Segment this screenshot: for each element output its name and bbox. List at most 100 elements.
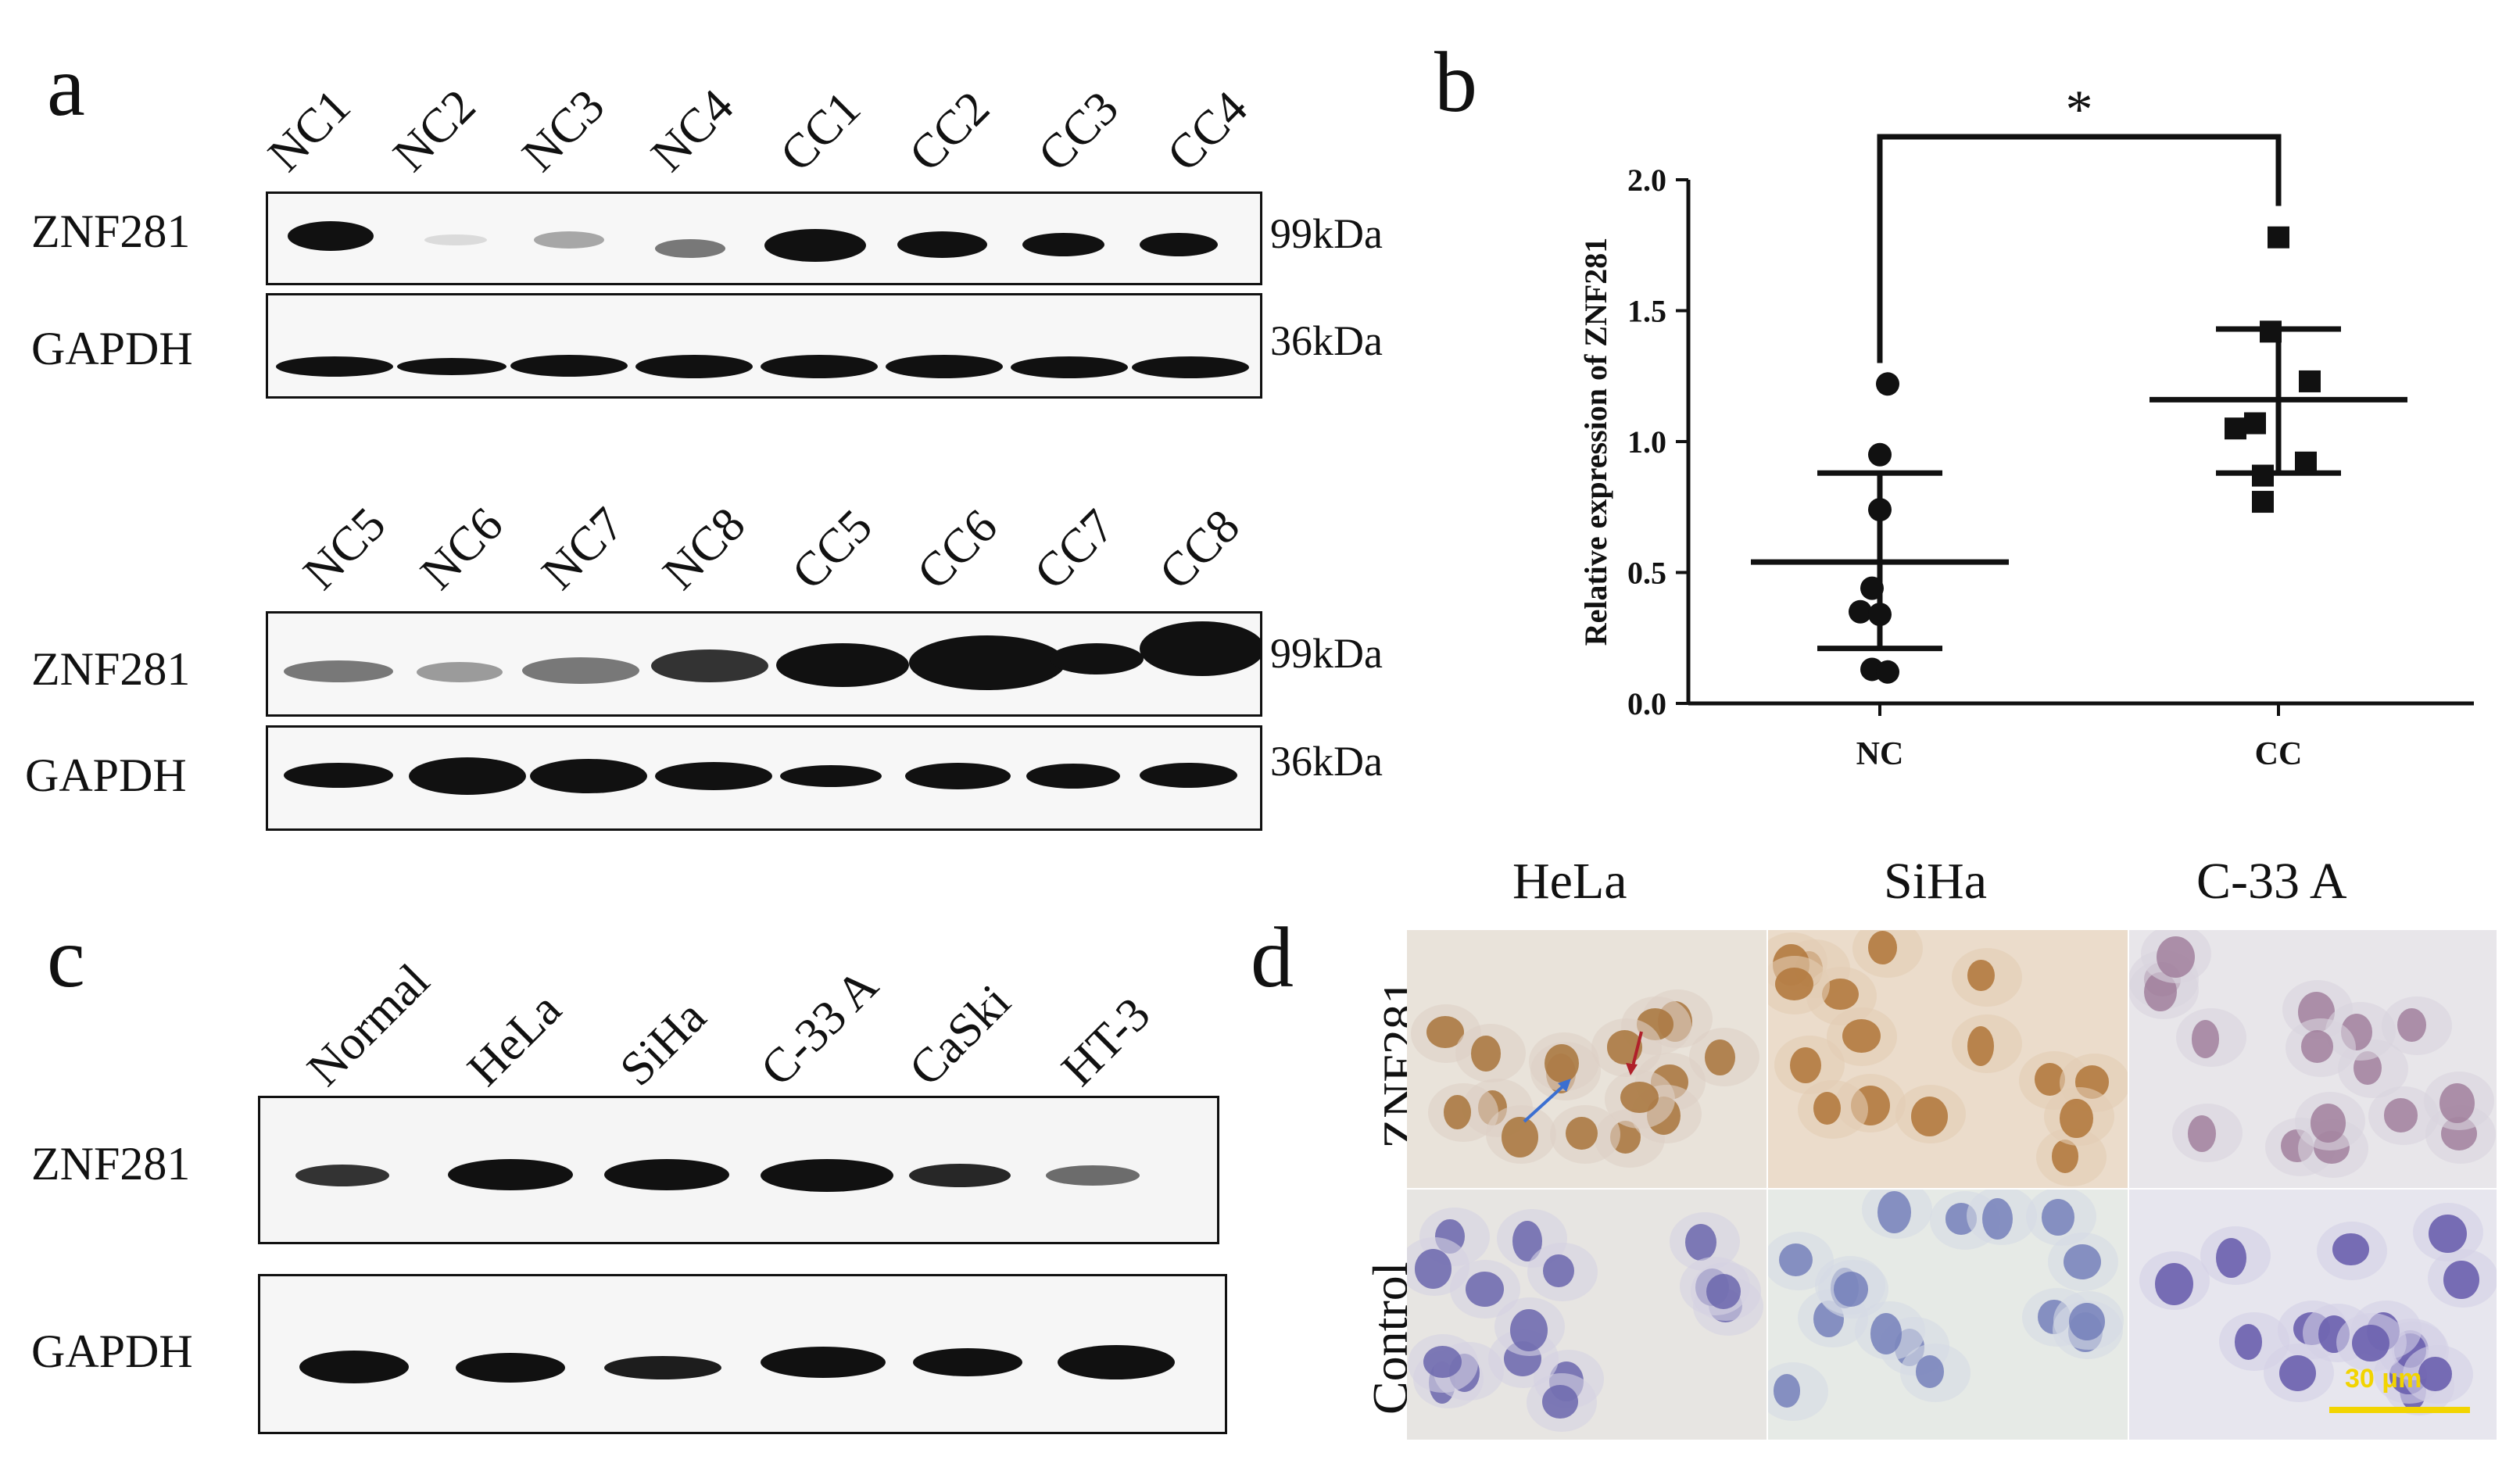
cell-nucleus [1423, 1346, 1462, 1379]
y-tick-label: 0.5 [1627, 556, 1666, 591]
cell-nucleus [1779, 1243, 1813, 1277]
cell-nucleus [1566, 1116, 1598, 1150]
band [635, 355, 753, 378]
blot-znf281-top [266, 191, 1262, 285]
blot-gapdh-bottom [266, 725, 1262, 831]
y-tick-label: 1.5 [1627, 294, 1666, 329]
band [909, 1164, 1011, 1187]
cell-nucleus [1877, 1191, 1911, 1234]
cell-nucleus [1910, 1097, 1948, 1136]
red-arrow [1630, 1031, 1643, 1070]
lane-label-2: NC7 [532, 497, 635, 600]
cell-nucleus [2443, 1260, 2479, 1300]
band [1011, 356, 1128, 378]
y-tick-label: 1.0 [1627, 424, 1666, 460]
lane-label-3: NC8 [653, 497, 756, 600]
lane-label-3: NC4 [641, 79, 744, 182]
cell-nucleus [2041, 1199, 2074, 1236]
kda-99-a2: 99kDa [1270, 630, 1383, 677]
band [761, 355, 878, 378]
band [761, 1159, 893, 1192]
cell-nucleus [1774, 968, 1813, 1001]
band [651, 649, 768, 682]
x-tick-label: NC [1856, 736, 1904, 772]
band [530, 759, 647, 793]
cell-nucleus [2155, 1263, 2194, 1305]
cell-nucleus [1870, 1313, 1902, 1354]
lane-label-6: CC3 [1028, 81, 1129, 182]
blot-gapdh-c [258, 1274, 1227, 1434]
cell-nucleus [1842, 1018, 1881, 1054]
kda-99-a1: 99kDa [1270, 210, 1383, 257]
cell-nucleus [2428, 1214, 2467, 1254]
band [1026, 764, 1120, 789]
lane-label-3: C-33 A [750, 958, 889, 1097]
band [1050, 643, 1144, 674]
cell-nucleus [1790, 1047, 1821, 1084]
row-label-znf281-a2: ZNF281 [31, 643, 191, 695]
cell-nucleus [2397, 1007, 2426, 1042]
lane-label-6: CC7 [1024, 499, 1125, 600]
blot-gapdh-top [266, 293, 1262, 399]
kda-36-a1: 36kDa [1270, 317, 1383, 364]
band [780, 765, 882, 787]
panel-letter-a: a [47, 38, 85, 134]
y-tick-label: 2.0 [1627, 163, 1666, 198]
cell-nucleus [2332, 1233, 2369, 1266]
cell-nucleus [2191, 1020, 2219, 1058]
y-tick-label: 0.0 [1627, 686, 1666, 721]
red-arrow-head [1626, 1063, 1638, 1075]
cell-nucleus [2156, 936, 2195, 979]
micrograph-control-siha [1768, 1190, 2128, 1440]
kda-36-a2: 36kDa [1270, 738, 1383, 785]
cell-nucleus [2278, 1354, 2316, 1391]
scatter-chart: 0.0 0.5 1.0 1.5 2.0 NC CC Relative expression o… [1578, 80, 2474, 772]
significance-star: * [2066, 80, 2093, 140]
cell-nucleus [2188, 1115, 2217, 1153]
band [776, 643, 909, 687]
cell-nucleus [1967, 960, 1995, 992]
band [761, 1347, 886, 1378]
blot-znf281-c [258, 1096, 1219, 1244]
cell-nucleus [1620, 1081, 1659, 1114]
micrograph-znf281-siha [1768, 930, 2128, 1188]
cell-nucleus [2069, 1302, 2105, 1340]
micrograph-znf281-c33a [2129, 930, 2497, 1188]
data-point-nc [1868, 603, 1892, 627]
blue-arrow-head [1558, 1079, 1571, 1092]
band [1140, 621, 1260, 676]
cell-nucleus [1542, 1384, 1579, 1419]
data-point-cc [2225, 417, 2246, 440]
band [1022, 233, 1104, 256]
cell-nucleus [1706, 1274, 1741, 1309]
band [1140, 233, 1218, 256]
data-point-cc [2252, 491, 2274, 513]
lane-label-2: SiHa [610, 989, 717, 1097]
panel-letter-c: c [47, 910, 85, 1005]
lane-label-1: NC6 [410, 497, 514, 600]
band [456, 1353, 565, 1383]
cell-nucleus [1705, 1039, 1735, 1076]
lane-label-0: Normal [297, 954, 440, 1097]
col-header-siha: SiHa [1884, 853, 1987, 910]
blot-znf281-bottom [266, 611, 1262, 717]
lane-label-7: CC4 [1157, 81, 1258, 182]
lane-label-0: NC5 [293, 497, 396, 600]
data-point-cc [2252, 464, 2274, 487]
band [655, 762, 772, 790]
lane-label-5: HT-3 [1051, 987, 1161, 1097]
data-point-cc [2295, 451, 2317, 474]
scale-bar [2329, 1407, 2470, 1413]
data-point-nc [1868, 498, 1892, 522]
col-header-hela: HeLa [1512, 853, 1627, 910]
lane-label-0: NC1 [258, 79, 361, 182]
lane-label-5: CC6 [907, 499, 1008, 600]
cell-nucleus [2301, 1030, 2333, 1063]
cell-nucleus [2234, 1323, 2263, 1360]
lane-label-7: CC8 [1149, 499, 1250, 600]
data-point-nc [1849, 599, 1872, 624]
band [604, 1159, 729, 1190]
scale-bar-label: 30 μm [2345, 1364, 2422, 1394]
cell-nucleus [2418, 1356, 2453, 1392]
band [897, 231, 987, 258]
